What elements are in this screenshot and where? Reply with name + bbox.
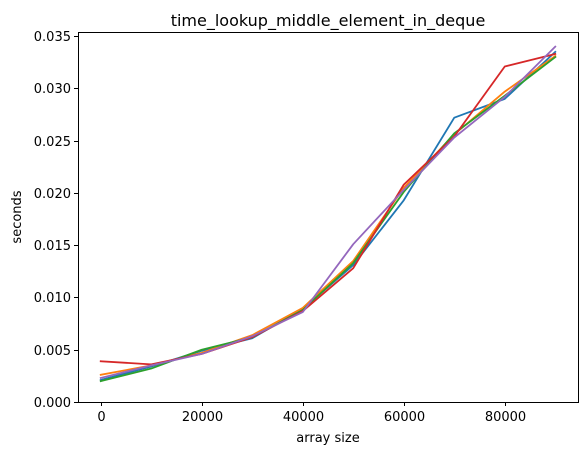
series-line-1 bbox=[99, 50, 557, 382]
y-tick-label: 0.015 bbox=[34, 239, 71, 254]
x-axis: 0 20000 40000 60000 80000 bbox=[97, 402, 526, 425]
series-layer bbox=[99, 45, 557, 383]
chart-title: time_lookup_middle_element_in_deque bbox=[171, 11, 486, 31]
y-tick-label: 0.035 bbox=[34, 30, 71, 45]
y-tick-label: 0.020 bbox=[34, 187, 71, 202]
y-tick-label: 0.010 bbox=[34, 291, 71, 306]
x-tick-label: 80000 bbox=[485, 410, 526, 425]
x-tick-label: 40000 bbox=[283, 410, 324, 425]
series-line-2 bbox=[99, 54, 557, 376]
y-tick-label: 0.005 bbox=[34, 344, 71, 359]
x-tick-label: 60000 bbox=[384, 410, 425, 425]
x-tick-label: 0 bbox=[97, 410, 105, 425]
x-axis-label: array size bbox=[296, 431, 359, 446]
series-line-5 bbox=[99, 45, 557, 380]
y-tick-label: 0.030 bbox=[34, 82, 71, 97]
y-tick-label: 0.025 bbox=[34, 135, 71, 150]
x-tick-label: 20000 bbox=[182, 410, 223, 425]
y-axis: 0.000 0.005 0.010 0.015 0.020 0.025 0.030 0.035 bbox=[34, 30, 78, 411]
y-axis-label: seconds bbox=[10, 190, 25, 243]
y-tick-label: 0.000 bbox=[34, 396, 71, 411]
series-line-4 bbox=[99, 52, 557, 366]
plot-frame bbox=[78, 32, 579, 403]
